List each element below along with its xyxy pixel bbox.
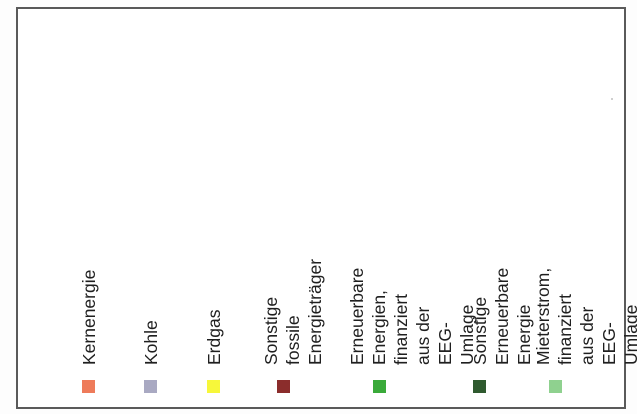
legend-item-erdgas: Erdgas bbox=[203, 9, 263, 409]
sonstige-fossile-color-swatch bbox=[277, 380, 290, 393]
legend-item-erneuerbare-eeg: Erneuerbare Energien, finanziert aus der… bbox=[346, 9, 477, 409]
kernenergie-label: Kernenergie bbox=[79, 269, 99, 365]
legend-item-sonstige-erneuerbare: Sonstige Erneuerbare Energie bbox=[469, 9, 534, 409]
scan-artifact bbox=[611, 98, 613, 100]
sonstige-fossile-label: Sonstige fossile Energieträger bbox=[261, 258, 325, 365]
energy-source-legend: Kernenergie Kohle Erdgas Sonstige fossil… bbox=[16, 7, 637, 409]
mieterstrom-label: Mieterstrom, finanziert aus der EEG-Umla… bbox=[533, 267, 637, 365]
mieterstrom-color-swatch bbox=[549, 380, 562, 393]
erdgas-label: Erdgas bbox=[204, 309, 224, 365]
sonstige-erneuerbare-label: Sonstige Erneuerbare Energie bbox=[470, 267, 534, 365]
kernenergie-color-swatch bbox=[82, 380, 95, 393]
kohle-color-swatch bbox=[144, 380, 157, 393]
legend-item-sonstige-fossile: Sonstige fossile Energieträger bbox=[260, 9, 325, 409]
erneuerbare-eeg-color-swatch bbox=[373, 380, 386, 393]
kohle-label: Kohle bbox=[141, 320, 161, 365]
sonstige-erneuerbare-color-swatch bbox=[473, 380, 486, 393]
erneuerbare-eeg-label: Erneuerbare Energien, finanziert aus der… bbox=[347, 267, 477, 365]
erdgas-color-swatch bbox=[207, 380, 220, 393]
legend-item-mieterstrom: Mieterstrom, finanziert aus der EEG-Umla… bbox=[532, 9, 637, 409]
legend-item-kernenergie: Kernenergie bbox=[78, 9, 138, 409]
legend-item-kohle: Kohle bbox=[140, 9, 200, 409]
